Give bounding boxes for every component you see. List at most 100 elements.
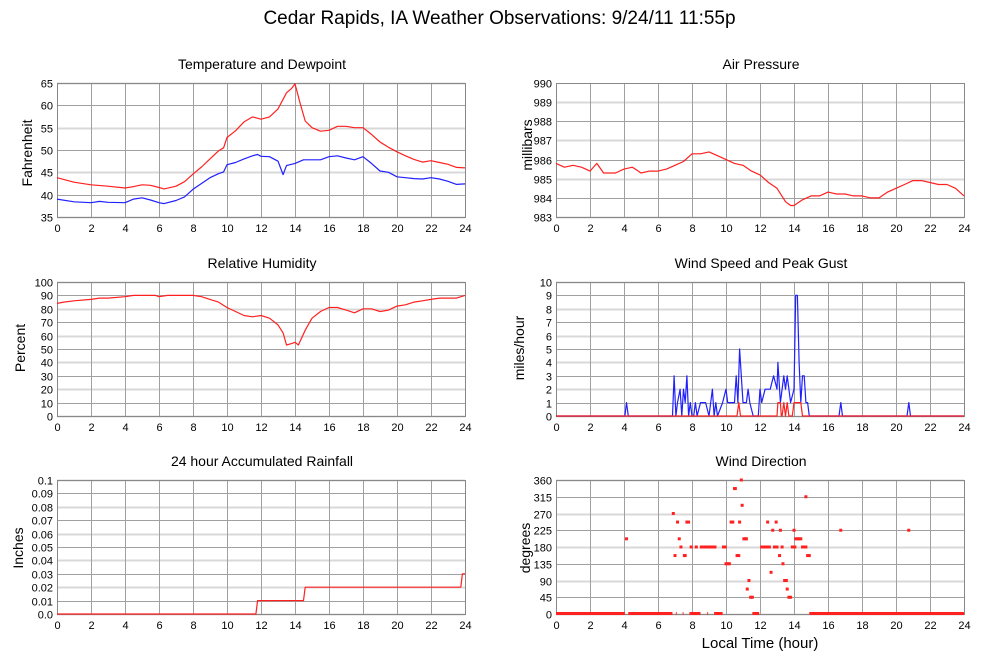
x-tick-label: 8 bbox=[190, 422, 196, 434]
x-tick-label: 6 bbox=[156, 422, 162, 434]
y-tick-label: 990 bbox=[534, 79, 552, 91]
scatter-point bbox=[727, 562, 731, 566]
y-tick-label: 30 bbox=[41, 372, 53, 384]
scatter-point bbox=[763, 545, 767, 549]
x-tick-label: 8 bbox=[689, 620, 695, 632]
chart-title-pressure: Air Pressure bbox=[722, 56, 800, 72]
scatter-point bbox=[699, 545, 703, 549]
x-tick-label: 10 bbox=[720, 620, 732, 632]
scatter-point bbox=[772, 545, 776, 549]
x-tick-label: 24 bbox=[459, 422, 471, 434]
y-tick-label: 9 bbox=[546, 291, 552, 303]
scatter-point bbox=[765, 545, 769, 549]
series-line-dewpoint bbox=[56, 153, 466, 205]
x-tick-label: 12 bbox=[754, 422, 766, 434]
scatter-point bbox=[740, 503, 744, 507]
x-tick-label: 22 bbox=[425, 223, 437, 235]
x-tick-label: 10 bbox=[720, 422, 732, 434]
y-tick-label: 90 bbox=[540, 577, 552, 589]
x-tick-label: 22 bbox=[924, 223, 936, 235]
scatter-point bbox=[781, 562, 785, 566]
y-tick-label: 65 bbox=[41, 79, 53, 91]
y-tick-label: 80 bbox=[41, 305, 53, 317]
series-line-wind-speed bbox=[556, 294, 964, 417]
x-tick-label: 16 bbox=[822, 422, 834, 434]
y-tick-label: 0.0 bbox=[38, 610, 53, 622]
x-tick-label: 16 bbox=[822, 620, 834, 632]
x-tick-label: 14 bbox=[788, 422, 800, 434]
scatter-point bbox=[737, 554, 741, 558]
x-tick-label: 4 bbox=[621, 422, 627, 434]
scatter-point bbox=[787, 595, 791, 599]
y-tick-label: 3 bbox=[546, 372, 552, 384]
x-tick-label: 18 bbox=[856, 620, 868, 632]
y-tick-label: 315 bbox=[534, 493, 552, 505]
x-tick-label: 6 bbox=[655, 223, 661, 235]
x-tick-label: 18 bbox=[856, 223, 868, 235]
x-tick-label: 22 bbox=[425, 620, 437, 632]
x-tick-label: 24 bbox=[459, 620, 471, 632]
y-tick-label: 984 bbox=[534, 194, 552, 206]
scatter-point bbox=[625, 537, 629, 541]
scatter-point bbox=[744, 537, 748, 541]
scatter-point bbox=[790, 545, 794, 549]
scatter-point bbox=[783, 579, 787, 582]
scatter-point bbox=[785, 587, 789, 591]
y-tick-label: 0 bbox=[546, 610, 552, 622]
x-tick-label: 20 bbox=[890, 620, 902, 632]
scatter-point bbox=[769, 570, 773, 574]
y-tick-label: 986 bbox=[534, 156, 552, 168]
scatter-point bbox=[704, 545, 708, 549]
y-tick-label: 987 bbox=[534, 136, 552, 148]
scatter-point bbox=[780, 545, 784, 549]
y-tick-label: 983 bbox=[534, 213, 552, 225]
x-tick-label: 2 bbox=[587, 422, 593, 434]
scatter-point bbox=[775, 545, 779, 549]
series-line-peak-gust bbox=[556, 402, 964, 417]
scatter-point bbox=[694, 545, 698, 549]
x-axis-label: Local Time (hour) bbox=[701, 635, 819, 652]
scatter-point bbox=[679, 545, 683, 549]
scatter-point bbox=[687, 520, 691, 524]
x-tick-label: 20 bbox=[391, 223, 403, 235]
scatter-point bbox=[804, 495, 808, 499]
x-tick-label: 12 bbox=[754, 223, 766, 235]
scatter-point bbox=[671, 512, 675, 515]
x-tick-label: 6 bbox=[156, 223, 162, 235]
y-tick-label: 5 bbox=[546, 345, 552, 357]
scatter-point bbox=[761, 545, 765, 549]
scatter-point bbox=[750, 595, 754, 599]
scatter-point bbox=[793, 545, 797, 549]
y-tick-label: 2 bbox=[546, 385, 552, 397]
y-tick-label: 10 bbox=[41, 399, 53, 411]
scatter-point bbox=[774, 520, 778, 524]
y-tick-label: 0.05 bbox=[32, 543, 53, 555]
scatter-point bbox=[739, 478, 743, 482]
x-tick-label: 6 bbox=[655, 422, 661, 434]
x-tick-label: 12 bbox=[255, 223, 267, 235]
scatter-point bbox=[806, 554, 810, 558]
scatter-point bbox=[708, 545, 712, 549]
scatter-point bbox=[735, 554, 739, 558]
y-tick-label: 60 bbox=[41, 101, 53, 113]
x-tick-label: 20 bbox=[890, 422, 902, 434]
x-tick-label: 24 bbox=[459, 223, 471, 235]
y-tick-label: 50 bbox=[41, 345, 53, 357]
x-tick-label: 8 bbox=[190, 620, 196, 632]
scatter-point bbox=[738, 520, 742, 524]
scatter-point bbox=[723, 545, 727, 549]
scatter-point bbox=[839, 528, 843, 532]
scatter-point bbox=[792, 528, 796, 532]
x-tick-label: 8 bbox=[689, 223, 695, 235]
y-tick-label: 360 bbox=[534, 476, 552, 488]
scatter-point bbox=[784, 579, 788, 582]
x-tick-label: 0 bbox=[553, 620, 559, 632]
y-tick-label: 0.09 bbox=[32, 489, 53, 501]
scatter-point bbox=[677, 537, 681, 541]
x-tick-label: 22 bbox=[924, 620, 936, 632]
